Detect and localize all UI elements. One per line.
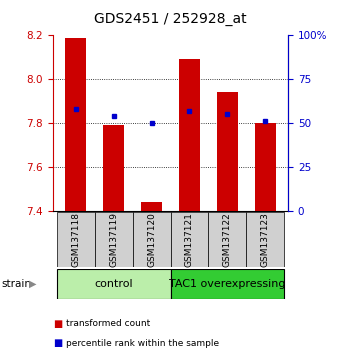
Text: percentile rank within the sample: percentile rank within the sample — [66, 339, 220, 348]
Text: GSM137121: GSM137121 — [185, 212, 194, 267]
Text: GSM137122: GSM137122 — [223, 212, 232, 267]
Bar — [217, 92, 238, 211]
Bar — [170, 212, 208, 267]
Bar — [65, 38, 86, 211]
Bar — [57, 269, 170, 299]
Text: control: control — [94, 279, 133, 289]
Text: transformed count: transformed count — [66, 319, 151, 329]
Bar — [179, 59, 200, 211]
Text: ▶: ▶ — [29, 279, 36, 289]
Bar — [94, 212, 133, 267]
Bar — [255, 123, 276, 211]
Text: TAC1 overexpressing: TAC1 overexpressing — [169, 279, 286, 289]
Bar — [170, 269, 284, 299]
Text: ■: ■ — [53, 338, 62, 348]
Bar — [103, 125, 124, 211]
Text: GSM137119: GSM137119 — [109, 212, 118, 267]
Bar — [133, 212, 170, 267]
Text: GSM137123: GSM137123 — [261, 212, 270, 267]
Bar — [208, 212, 247, 267]
Bar — [57, 212, 94, 267]
Bar — [141, 202, 162, 211]
Text: GSM137118: GSM137118 — [71, 212, 80, 267]
Text: GSM137120: GSM137120 — [147, 212, 156, 267]
Text: GDS2451 / 252928_at: GDS2451 / 252928_at — [94, 12, 247, 27]
Text: strain: strain — [2, 279, 32, 289]
Text: ■: ■ — [53, 319, 62, 329]
Bar — [247, 212, 284, 267]
